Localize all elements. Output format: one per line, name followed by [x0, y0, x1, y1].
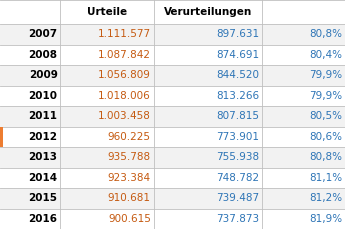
Bar: [0, 126, 345, 147]
Text: 1.056.809: 1.056.809: [98, 70, 151, 80]
Text: 2016: 2016: [29, 214, 58, 224]
Text: 773.901: 773.901: [216, 132, 259, 142]
Bar: [0, 208, 345, 229]
Text: 755.938: 755.938: [216, 152, 259, 162]
Text: 80,5%: 80,5%: [309, 111, 342, 121]
Text: 960.225: 960.225: [108, 132, 151, 142]
Text: 1.087.842: 1.087.842: [98, 50, 151, 60]
Text: 81,1%: 81,1%: [309, 173, 342, 183]
Text: 2009: 2009: [29, 70, 58, 80]
Text: 2015: 2015: [29, 193, 58, 203]
Text: 844.520: 844.520: [216, 70, 259, 80]
Text: 2014: 2014: [29, 173, 58, 183]
Text: 2008: 2008: [29, 50, 58, 60]
Text: 81,2%: 81,2%: [309, 193, 342, 203]
Text: 813.266: 813.266: [216, 91, 259, 101]
Bar: [0, 86, 345, 106]
Text: 874.691: 874.691: [216, 50, 259, 60]
Bar: [0, 0, 345, 24]
Text: 1.003.458: 1.003.458: [98, 111, 151, 121]
Text: 2011: 2011: [29, 111, 58, 121]
Text: 748.782: 748.782: [216, 173, 259, 183]
Text: 2007: 2007: [29, 29, 58, 39]
Bar: [0, 188, 345, 208]
Text: 900.615: 900.615: [108, 214, 151, 224]
Text: 807.815: 807.815: [216, 111, 259, 121]
Text: 935.788: 935.788: [108, 152, 151, 162]
Text: 739.487: 739.487: [216, 193, 259, 203]
Text: Urteile: Urteile: [87, 7, 127, 17]
Text: 2012: 2012: [29, 132, 58, 142]
Text: 79,9%: 79,9%: [309, 70, 342, 80]
Bar: [0, 126, 3, 147]
Text: 1.018.006: 1.018.006: [98, 91, 151, 101]
Bar: [0, 24, 345, 45]
Text: 737.873: 737.873: [216, 214, 259, 224]
Text: 923.384: 923.384: [108, 173, 151, 183]
Text: 79,9%: 79,9%: [309, 91, 342, 101]
Text: 2013: 2013: [29, 152, 58, 162]
Bar: [0, 106, 345, 126]
Bar: [0, 167, 345, 188]
Text: 80,8%: 80,8%: [309, 152, 342, 162]
Text: 80,6%: 80,6%: [309, 132, 342, 142]
Text: 910.681: 910.681: [108, 193, 151, 203]
Text: 80,8%: 80,8%: [309, 29, 342, 39]
Text: Verurteilungen: Verurteilungen: [164, 7, 252, 17]
Bar: [0, 65, 345, 86]
Text: 2010: 2010: [29, 91, 58, 101]
Bar: [0, 45, 345, 65]
Text: 1.111.577: 1.111.577: [98, 29, 151, 39]
Text: 80,4%: 80,4%: [309, 50, 342, 60]
Text: 897.631: 897.631: [216, 29, 259, 39]
Bar: [0, 147, 345, 167]
Text: 81,9%: 81,9%: [309, 214, 342, 224]
